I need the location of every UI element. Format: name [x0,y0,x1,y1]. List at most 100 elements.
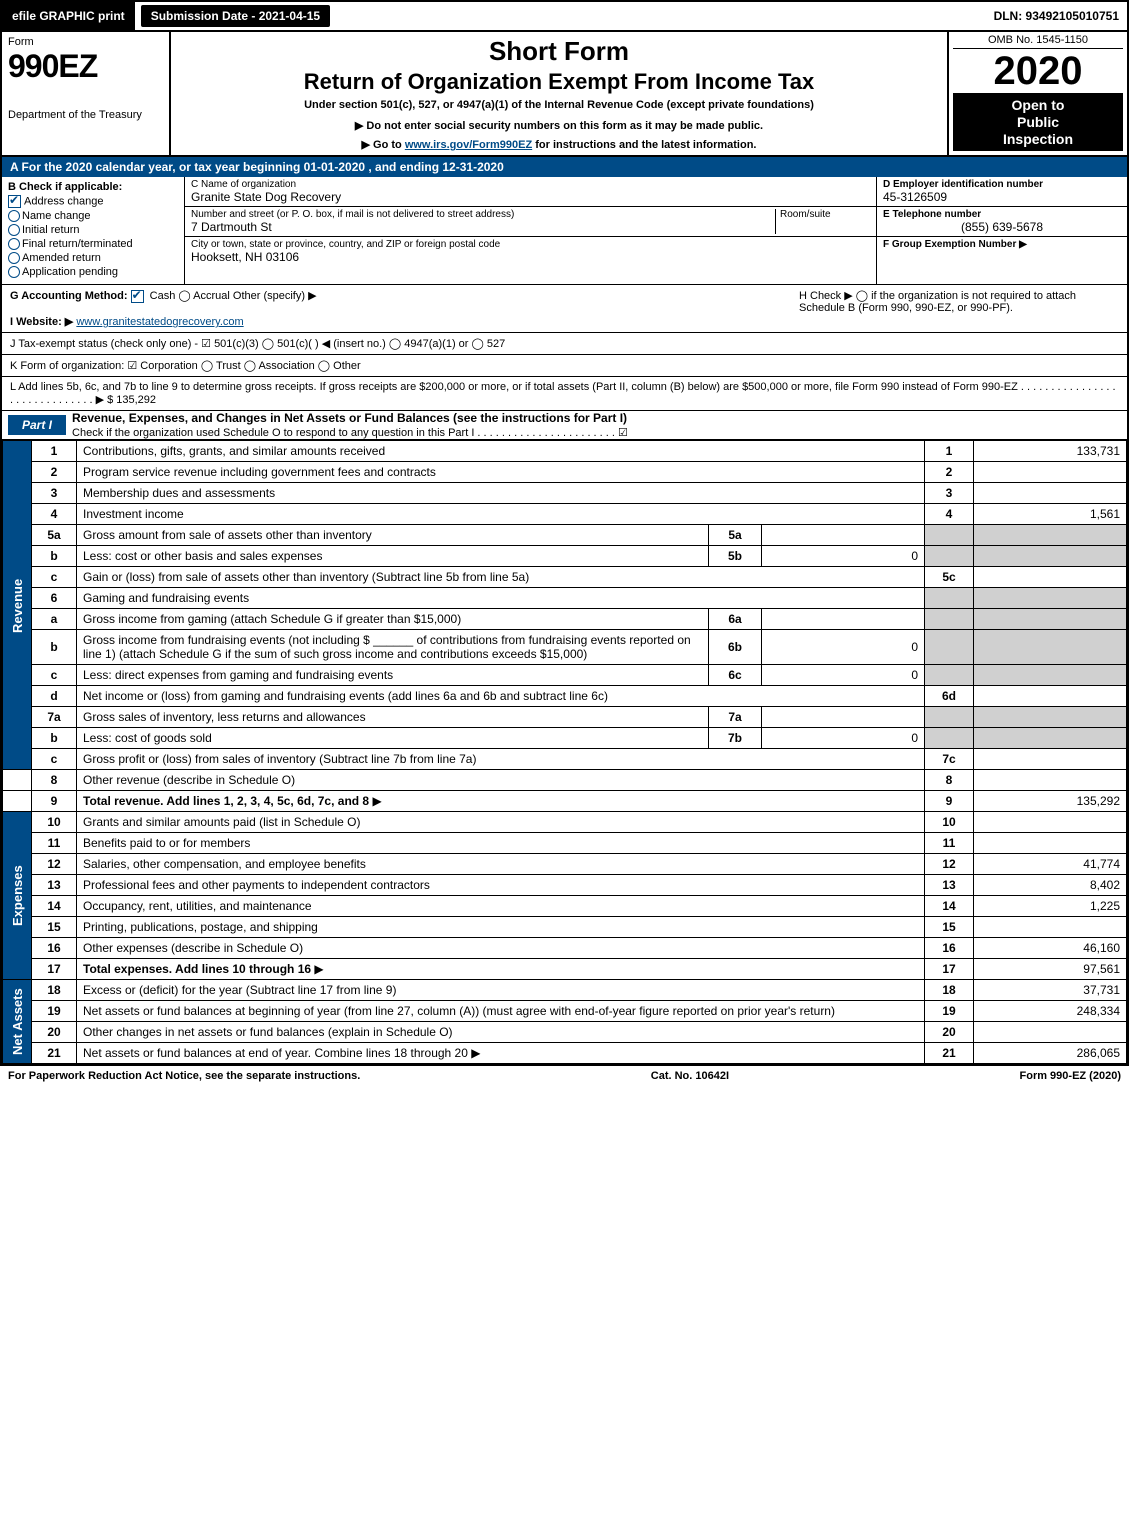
line-6: 6 Gaming and fundraising events [3,588,1127,609]
line-8: 8 Other revenue (describe in Schedule O)… [3,770,1127,791]
room-label: Room/suite [780,209,870,220]
page-footer: For Paperwork Reduction Act Notice, see … [0,1066,1129,1086]
radio-icon [8,266,20,278]
line-13: 13 Professional fees and other payments … [3,875,1127,896]
row-G: G Accounting Method: Cash ◯ Accrual Othe… [10,289,791,328]
submission-label: Submission Date - 2021-04-15 [151,9,320,23]
line-10: Expenses 10 Grants and similar amounts p… [3,812,1127,833]
org-name-value: Granite State Dog Recovery [191,190,870,204]
line-12: 12 Salaries, other compensation, and emp… [3,854,1127,875]
line-14: 14 Occupancy, rent, utilities, and maint… [3,896,1127,917]
line-17: 17 Total expenses. Add lines 10 through … [3,959,1127,980]
header-center: Short Form Return of Organization Exempt… [171,32,947,155]
line-4: 4 Investment income 4 1,561 [3,504,1127,525]
city-value: Hooksett, NH 03106 [191,250,870,264]
row-J: J Tax-exempt status (check only one) - ☑… [2,333,1127,355]
radio-icon [8,252,20,264]
opt-name-change[interactable]: Name change [8,210,178,222]
street-cell: Number and street (or P. O. box, if mail… [185,207,876,237]
line-6a: a Gross income from gaming (attach Sched… [3,609,1127,630]
row-L: L Add lines 5b, 6c, and 7b to line 9 to … [2,377,1127,410]
footer-center: Cat. No. 10642I [651,1070,729,1082]
subtitle: Under section 501(c), 527, or 4947(a)(1)… [181,99,937,111]
return-title: Return of Organization Exempt From Incom… [181,69,937,95]
form-word: Form [8,36,163,48]
part-check: Check if the organization used Schedule … [72,427,628,439]
row-L-text: L Add lines 5b, 6c, and 7b to line 9 to … [10,381,1119,406]
line-6b: b Gross income from fundraising events (… [3,630,1127,665]
group-cell: F Group Exemption Number ▶ [877,237,1127,252]
header-left: Form 990EZ Department of the Treasury [2,32,171,155]
tel-cell: E Telephone number (855) 639-5678 [877,207,1127,237]
accounting-opts: Cash ◯ Accrual Other (specify) ▶ [150,290,317,302]
ein-value: 45-3126509 [883,190,1121,204]
row-A-taxyear: A For the 2020 calendar year, or tax yea… [0,157,1129,177]
checkbox-icon [8,195,21,208]
line-9: 9 Total revenue. Add lines 1, 2, 3, 4, 5… [3,791,1127,812]
row-K-text: K Form of organization: ☑ Corporation ◯ … [10,359,1119,372]
row-H: H Check ▶ ◯ if the organization is not r… [791,289,1119,328]
open-line1: Open to [953,97,1123,114]
short-form-title: Short Form [181,36,937,67]
line-7a: 7a Gross sales of inventory, less return… [3,707,1127,728]
website-link[interactable]: www.granitestatedogrecovery.com [76,316,243,328]
tel-label: E Telephone number [883,209,1121,220]
footer-left: For Paperwork Reduction Act Notice, see … [8,1070,360,1082]
dept-label: Department of the Treasury [8,109,163,121]
irs-link[interactable]: www.irs.gov/Form990EZ [405,139,532,151]
line-19: 19 Net assets or fund balances at beginn… [3,1001,1127,1022]
ein-cell: D Employer identification number 45-3126… [877,177,1127,207]
goto-line: ▶ Go to www.irs.gov/Form990EZ for instru… [181,138,937,151]
pointer-icon: ▶ [471,1046,480,1060]
dln-label: DLN: 93492105010751 [994,9,1127,23]
meta-rows: G Accounting Method: Cash ◯ Accrual Othe… [0,285,1129,411]
col-D-contact: D Employer identification number 45-3126… [877,177,1127,284]
line-5b: b Less: cost or other basis and sales ex… [3,546,1127,567]
form-number: 990EZ [8,48,163,85]
line-15: 15 Printing, publications, postage, and … [3,917,1127,938]
part-1-header: Part I Revenue, Expenses, and Changes in… [0,411,1129,440]
radio-icon [8,224,20,236]
top-bar: efile GRAPHIC print Submission Date - 20… [0,0,1129,32]
opt-initial-return[interactable]: Initial return [8,224,178,236]
radio-icon [8,210,20,222]
row-J-text: J Tax-exempt status (check only one) - ☑… [10,337,1119,350]
org-name-label: C Name of organization [191,179,870,190]
part-title: Revenue, Expenses, and Changes in Net As… [72,411,627,425]
info-grid: B Check if applicable: Address change Na… [0,177,1129,285]
opt-address-change[interactable]: Address change [8,195,178,208]
goto-prefix: ▶ Go to [362,139,405,151]
form-header: Form 990EZ Department of the Treasury Sh… [0,32,1129,157]
pointer-icon: ▶ [372,794,381,808]
sideband-revenue: Revenue [3,441,32,770]
opt-amended-return[interactable]: Amended return [8,252,178,264]
row-K: K Form of organization: ☑ Corporation ◯ … [2,355,1127,377]
tel-value: (855) 639-5678 [883,220,1121,234]
line-11: 11 Benefits paid to or for members 11 [3,833,1127,854]
cash-checkbox-icon[interactable] [131,290,144,303]
line-1: Revenue 1 Contributions, gifts, grants, … [3,441,1127,462]
open-line3: Inspection [953,131,1123,148]
col-C-org-info: C Name of organization Granite State Dog… [185,177,877,284]
submission-date-button[interactable]: Submission Date - 2021-04-15 [139,3,332,29]
efile-label: efile GRAPHIC print [12,9,125,23]
street-value: 7 Dartmouth St [191,220,775,234]
part-badge: Part I [8,415,66,435]
open-line2: Public [953,114,1123,131]
opt-final-return[interactable]: Final return/terminated [8,238,178,250]
group-label: F Group Exemption Number ▶ [883,239,1121,250]
line-18: Net Assets 18 Excess or (deficit) for th… [3,980,1127,1001]
ssn-note: ▶ Do not enter social security numbers o… [181,119,937,132]
omb-number: OMB No. 1545-1150 [953,34,1123,49]
street-label: Number and street (or P. O. box, if mail… [191,209,775,220]
efile-print-button[interactable]: efile GRAPHIC print [2,2,135,30]
ein-label: D Employer identification number [883,179,1121,190]
line-5c: c Gain or (loss) from sale of assets oth… [3,567,1127,588]
sideband-netassets: Net Assets [3,980,32,1064]
row-I-label: I Website: ▶ [10,316,73,328]
opt-application-pending[interactable]: Application pending [8,266,178,278]
col-B-checkboxes: B Check if applicable: Address change Na… [2,177,185,284]
city-cell: City or town, state or province, country… [185,237,876,266]
lines-table: Revenue 1 Contributions, gifts, grants, … [2,440,1127,1064]
header-right: OMB No. 1545-1150 2020 Open to Public In… [947,32,1127,155]
